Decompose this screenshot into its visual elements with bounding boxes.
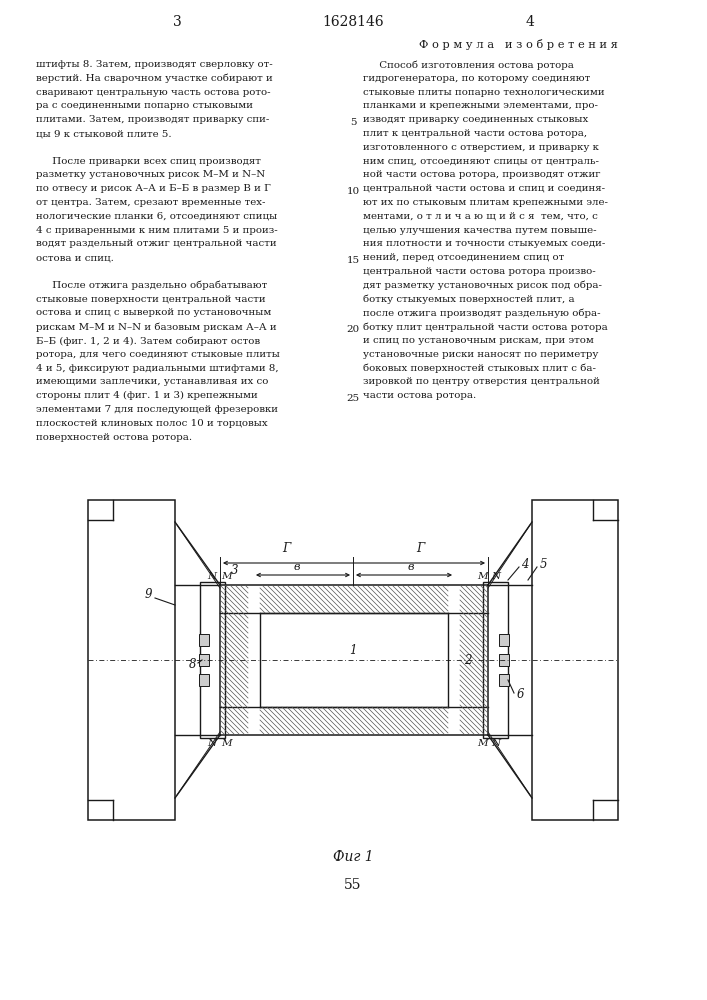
Text: цы 9 к стыковой плите 5.: цы 9 к стыковой плите 5.: [36, 129, 172, 138]
Text: нений, перед отсоединением спиц от: нений, перед отсоединением спиц от: [363, 253, 564, 262]
Text: 5: 5: [539, 558, 547, 572]
Text: ментами, о т л и ч а ю щ и й с я  тем, что, с: ментами, о т л и ч а ю щ и й с я тем, чт…: [363, 212, 598, 221]
Text: изводят приварку соединенных стыковых: изводят приварку соединенных стыковых: [363, 115, 588, 124]
Text: ботку плит центральной части остова ротора: ботку плит центральной части остова рото…: [363, 322, 608, 332]
Text: 10: 10: [346, 187, 360, 196]
Text: После приварки всех спиц производят: После приварки всех спиц производят: [36, 157, 261, 166]
Text: имеющими заплечики, устанавливая их со: имеющими заплечики, устанавливая их со: [36, 377, 269, 386]
Text: плитами. Затем, производят приварку спи-: плитами. Затем, производят приварку спи-: [36, 115, 269, 124]
Text: в: в: [293, 562, 300, 572]
Text: M: M: [477, 739, 487, 748]
Text: части остова ротора.: части остова ротора.: [363, 391, 477, 400]
Text: Г: Г: [416, 542, 425, 555]
Text: от центра. Затем, срезают временные тех-: от центра. Затем, срезают временные тех-: [36, 198, 266, 207]
Text: разметку установочных рисок М–М и N–N: разметку установочных рисок М–М и N–N: [36, 170, 265, 179]
Text: нологические планки 6, отсоединяют спицы: нологические планки 6, отсоединяют спицы: [36, 212, 277, 221]
Text: 15: 15: [346, 256, 360, 265]
Text: ботку стыкуемых поверхностей плит, а: ботку стыкуемых поверхностей плит, а: [363, 295, 575, 304]
Text: ротора, для чего соединяют стыковые плиты: ротора, для чего соединяют стыковые плит…: [36, 350, 280, 359]
Text: 3: 3: [173, 15, 182, 29]
Text: и спиц по установочным рискам, при этом: и спиц по установочным рискам, при этом: [363, 336, 594, 345]
Text: ют их по стыковым плитам крепежными эле-: ют их по стыковым плитам крепежными эле-: [363, 198, 608, 207]
Text: Способ изготовления остова ротора: Способ изготовления остова ротора: [363, 60, 574, 70]
Bar: [499, 674, 509, 686]
Text: 3: 3: [231, 564, 239, 576]
Text: Ф о р м у л а   и з о б р е т е н и я: Ф о р м у л а и з о б р е т е н и я: [419, 39, 617, 50]
Text: центральной части остова и спиц и соединя-: центральной части остова и спиц и соедин…: [363, 184, 605, 193]
Bar: [200, 582, 225, 738]
Text: остова и спиц с выверкой по установочным: остова и спиц с выверкой по установочным: [36, 308, 271, 317]
Text: планками и крепежными элементами, про-: планками и крепежными элементами, про-: [363, 101, 598, 110]
Bar: [532, 500, 618, 820]
Text: 6: 6: [516, 688, 524, 702]
Bar: [199, 674, 209, 686]
Text: целью улучшения качества путем повыше-: целью улучшения качества путем повыше-: [363, 226, 597, 235]
Text: 1628146: 1628146: [322, 15, 384, 29]
Text: M: M: [477, 572, 487, 581]
Text: 1: 1: [349, 644, 357, 656]
Bar: [499, 634, 509, 646]
Text: 4 и 5, фиксируют радиальными штифтами 8,: 4 и 5, фиксируют радиальными штифтами 8,: [36, 364, 279, 373]
Text: 5: 5: [350, 118, 356, 127]
Text: стыковые поверхности центральной части: стыковые поверхности центральной части: [36, 295, 266, 304]
Text: гидрогенератора, по которому соединяют: гидрогенератора, по которому соединяют: [363, 74, 590, 83]
Text: верстий. На сварочном участке собирают и: верстий. На сварочном участке собирают и: [36, 74, 273, 83]
Text: M: M: [221, 739, 231, 748]
Text: плит к центральной части остова ротора,: плит к центральной части остова ротора,: [363, 129, 587, 138]
Text: ним спиц, отсоединяют спицы от централь-: ним спиц, отсоединяют спицы от централь-: [363, 157, 599, 166]
Text: ра с соединенными попарно стыковыми: ра с соединенными попарно стыковыми: [36, 101, 253, 110]
Text: ния плотности и точности стыкуемых соеди-: ния плотности и точности стыкуемых соеди…: [363, 239, 605, 248]
Text: рискам М–М и N–N и базовым рискам А–А и: рискам М–М и N–N и базовым рискам А–А и: [36, 322, 276, 332]
Text: 20: 20: [346, 325, 360, 334]
Text: установочные риски наносят по периметру: установочные риски наносят по периметру: [363, 350, 598, 359]
Text: N: N: [491, 739, 501, 748]
Text: 25: 25: [346, 394, 360, 403]
Text: N: N: [207, 739, 216, 748]
Bar: [199, 634, 209, 646]
Text: дят разметку установочных рисок под обра-: дят разметку установочных рисок под обра…: [363, 281, 602, 290]
Text: N: N: [491, 572, 501, 581]
Text: Фиг 1: Фиг 1: [333, 850, 373, 864]
Bar: [499, 654, 509, 666]
Text: изготовленного с отверстием, и приварку к: изготовленного с отверстием, и приварку …: [363, 143, 599, 152]
Text: 8: 8: [189, 658, 197, 672]
Text: штифты 8. Затем, производят сверловку от-: штифты 8. Затем, производят сверловку от…: [36, 60, 273, 69]
Bar: [88, 500, 175, 820]
Text: Б–Б (фиг. 1, 2 и 4). Затем собирают остов: Б–Б (фиг. 1, 2 и 4). Затем собирают осто…: [36, 336, 260, 346]
Text: 4: 4: [521, 558, 529, 572]
Text: 9: 9: [144, 588, 152, 601]
Text: ной части остова ротора, производят отжиг: ной части остова ротора, производят отжи…: [363, 170, 601, 179]
Bar: [483, 582, 508, 738]
Text: N: N: [207, 572, 216, 581]
Text: стыковые плиты попарно технологическими: стыковые плиты попарно технологическими: [363, 88, 604, 97]
Text: зировкой по центру отверстия центральной: зировкой по центру отверстия центральной: [363, 377, 600, 386]
Text: в: в: [407, 562, 414, 572]
Bar: [199, 654, 209, 666]
Text: плоскостей клиновых полос 10 и торцовых: плоскостей клиновых полос 10 и торцовых: [36, 419, 268, 428]
Text: центральной части остова ротора произво-: центральной части остова ротора произво-: [363, 267, 596, 276]
Text: по отвесу и рисок А–А и Б–Б в размер В и Г: по отвесу и рисок А–А и Б–Б в размер В и…: [36, 184, 271, 193]
Text: Г: Г: [282, 542, 291, 555]
Text: поверхностей остова ротора.: поверхностей остова ротора.: [36, 433, 192, 442]
Text: После отжига раздельно обрабатывают: После отжига раздельно обрабатывают: [36, 281, 267, 290]
Text: 4 с приваренными к ним плитами 5 и произ-: 4 с приваренными к ним плитами 5 и произ…: [36, 226, 278, 235]
Text: 55: 55: [344, 878, 362, 892]
Text: 2: 2: [464, 654, 472, 666]
Text: 4: 4: [525, 15, 534, 29]
Text: после отжига производят раздельную обра-: после отжига производят раздельную обра-: [363, 308, 601, 318]
Text: водят раздельный отжиг центральной части: водят раздельный отжиг центральной части: [36, 239, 276, 248]
Text: M: M: [221, 572, 231, 581]
Text: элементами 7 для последующей фрезеровки: элементами 7 для последующей фрезеровки: [36, 405, 278, 414]
Text: боковых поверхностей стыковых плит с ба-: боковых поверхностей стыковых плит с ба-: [363, 364, 596, 373]
Text: остова и спиц.: остова и спиц.: [36, 253, 114, 262]
Text: сваривают центральную часть остова рото-: сваривают центральную часть остова рото-: [36, 88, 271, 97]
Text: стороны плит 4 (фиг. 1 и 3) крепежными: стороны плит 4 (фиг. 1 и 3) крепежными: [36, 391, 258, 400]
